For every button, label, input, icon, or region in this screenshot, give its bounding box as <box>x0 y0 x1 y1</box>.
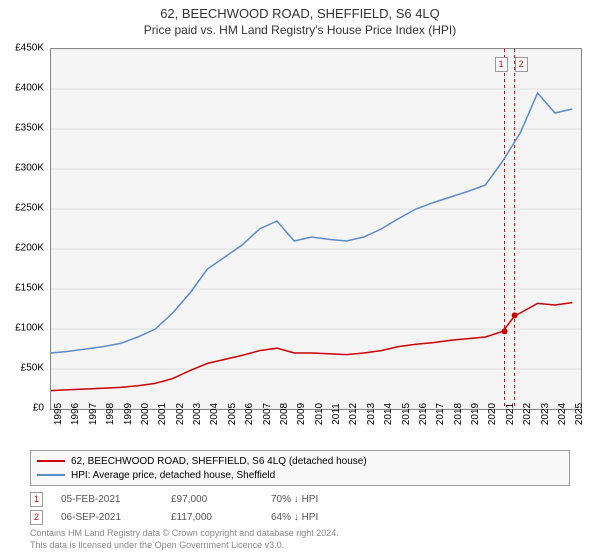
x-tick-label: 2011 <box>331 403 342 425</box>
x-tick-label: 2007 <box>262 403 273 425</box>
x-tick-label: 2012 <box>348 403 359 425</box>
legend-box: 62, BEECHWOOD ROAD, SHEFFIELD, S6 4LQ (d… <box>30 450 570 486</box>
x-tick-label: 2001 <box>157 403 168 425</box>
footer-attribution: Contains HM Land Registry data © Crown c… <box>30 528 339 551</box>
sale-date-1: 05-FEB-2021 <box>61 494 171 505</box>
x-tick-label: 2018 <box>453 403 464 425</box>
chart-title-line-2: Price paid vs. HM Land Registry's House … <box>0 21 600 37</box>
chart-title-line-1: 62, BEECHWOOD ROAD, SHEFFIELD, S6 4LQ <box>0 0 600 21</box>
x-tick-label: 2009 <box>296 403 307 425</box>
x-tick-label: 2023 <box>540 403 551 425</box>
sale-hpi-diff-1: 70% ↓ HPI <box>271 494 371 505</box>
x-tick-label: 2004 <box>209 403 220 425</box>
x-tick-label: 2008 <box>279 403 290 425</box>
x-tick-label: 2003 <box>192 403 203 425</box>
x-tick-label: 2014 <box>383 403 394 425</box>
x-tick-label: 2002 <box>175 403 186 425</box>
sale-row-1: 1 05-FEB-2021 £97,000 70% ↓ HPI <box>30 492 570 507</box>
legend-row-property: 62, BEECHWOOD ROAD, SHEFFIELD, S6 4LQ (d… <box>37 454 563 468</box>
x-tick-label: 2015 <box>401 403 412 425</box>
x-tick-label: 2006 <box>244 403 255 425</box>
sale-marker-1: 1 <box>30 492 43 507</box>
x-tick-label: 1995 <box>53 403 64 425</box>
y-tick-label: £150K <box>15 283 44 294</box>
y-tick-label: £200K <box>15 243 44 254</box>
y-tick-label: £50K <box>21 363 44 374</box>
legend-label-hpi: HPI: Average price, detached house, Shef… <box>71 470 275 481</box>
y-tick-label: £100K <box>15 323 44 334</box>
x-tick-label: 2017 <box>435 403 446 425</box>
legend-swatch-property <box>37 460 65 462</box>
chart-svg <box>51 49 581 409</box>
x-tick-label: 2005 <box>227 403 238 425</box>
legend-row-hpi: HPI: Average price, detached house, Shef… <box>37 468 563 482</box>
y-tick-label: £450K <box>15 43 44 54</box>
legend-label-property: 62, BEECHWOOD ROAD, SHEFFIELD, S6 4LQ (d… <box>71 456 367 467</box>
sale-hpi-diff-2: 64% ↓ HPI <box>271 512 371 523</box>
x-tick-label: 2010 <box>314 403 325 425</box>
x-tick-label: 2019 <box>470 403 481 425</box>
chart-plot-area: 1 2 <box>50 48 582 410</box>
x-tick-label: 1999 <box>123 403 134 425</box>
x-tick-label: 2022 <box>522 403 533 425</box>
y-tick-label: £300K <box>15 163 44 174</box>
x-tick-label: 2021 <box>505 403 516 425</box>
sale-marker-2-annotation: 2 <box>515 57 528 72</box>
footer-line-2: This data is licensed under the Open Gov… <box>30 540 339 552</box>
x-tick-label: 2024 <box>557 403 568 425</box>
x-tick-label: 2025 <box>574 403 585 425</box>
footer-line-1: Contains HM Land Registry data © Crown c… <box>30 528 339 540</box>
y-tick-label: £400K <box>15 83 44 94</box>
x-tick-label: 2020 <box>487 403 498 425</box>
sale-row-2: 2 06-SEP-2021 £117,000 64% ↓ HPI <box>30 510 570 525</box>
x-tick-label: 2013 <box>366 403 377 425</box>
x-tick-label: 2000 <box>140 403 151 425</box>
x-tick-label: 1997 <box>88 403 99 425</box>
y-tick-label: £250K <box>15 203 44 214</box>
y-tick-label: £0 <box>33 403 44 414</box>
x-tick-label: 1998 <box>105 403 116 425</box>
legend-swatch-hpi <box>37 474 65 476</box>
sale-price-1: £97,000 <box>171 494 271 505</box>
sale-date-2: 06-SEP-2021 <box>61 512 171 523</box>
sale-marker-2: 2 <box>30 510 43 525</box>
x-tick-label: 1996 <box>70 403 81 425</box>
x-tick-label: 2016 <box>418 403 429 425</box>
x-axis-labels: 1995199619971998199920002001200220032004… <box>50 412 582 448</box>
sale-price-2: £117,000 <box>171 512 271 523</box>
y-axis-labels: £0£50K£100K£150K£200K£250K£300K£350K£400… <box>0 48 48 408</box>
y-tick-label: £350K <box>15 123 44 134</box>
sale-marker-1-annotation: 1 <box>495 57 508 72</box>
